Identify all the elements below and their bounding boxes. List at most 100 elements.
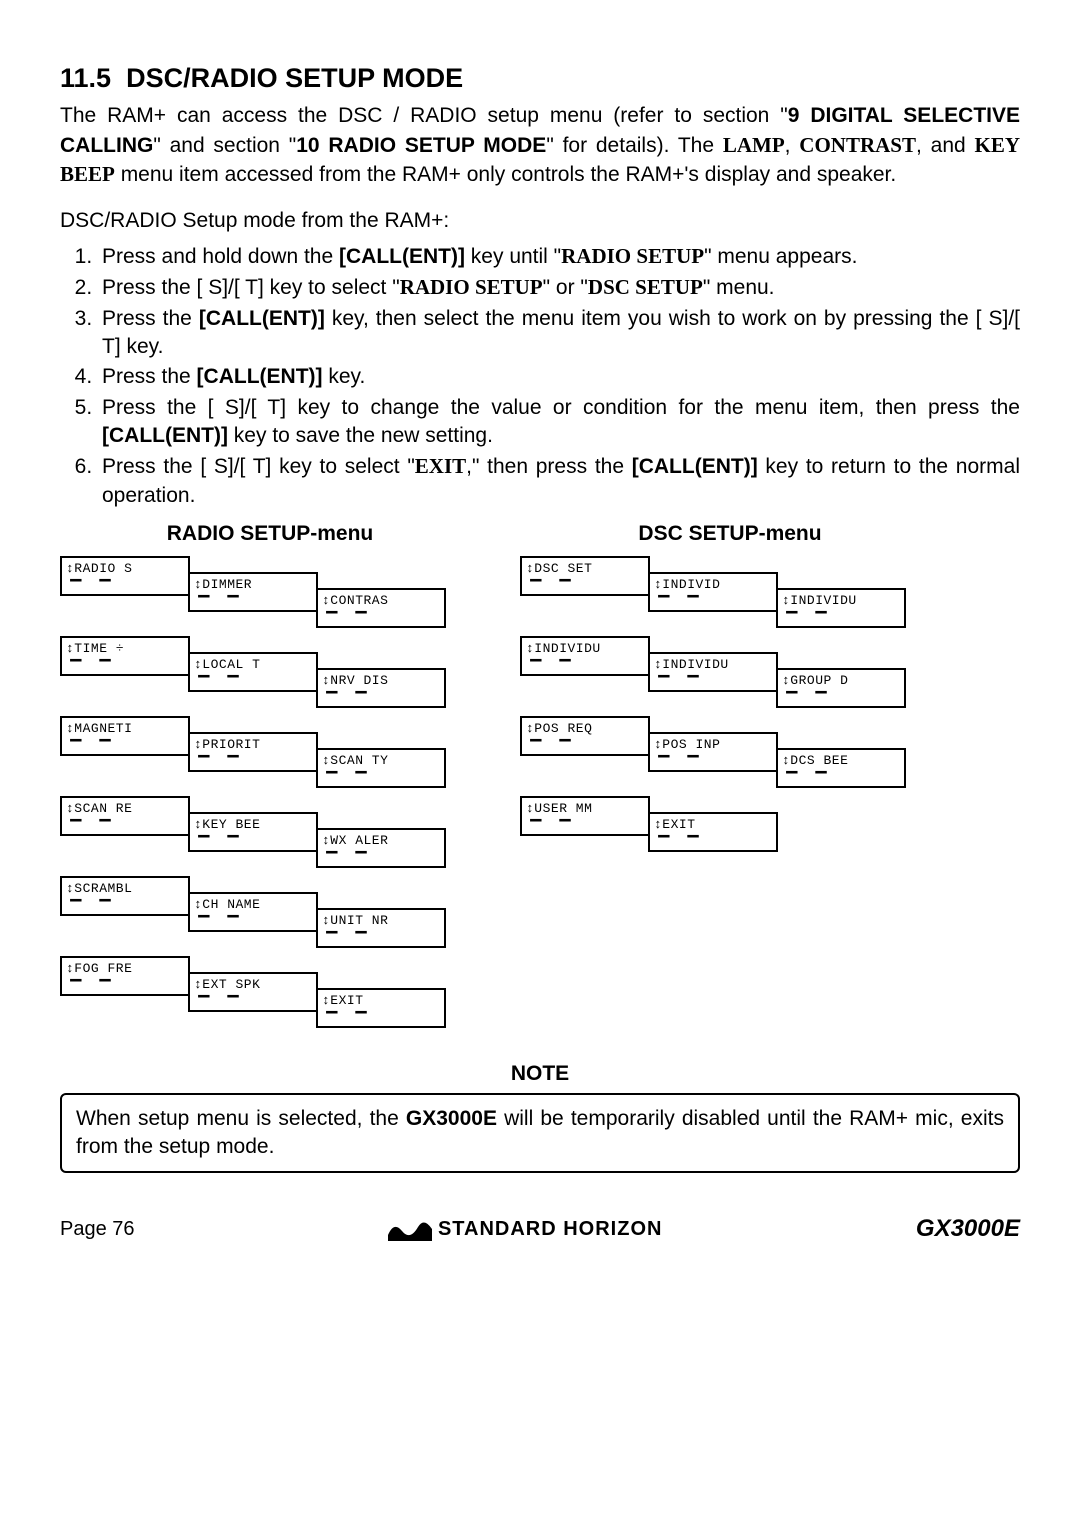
- text: " or ": [543, 276, 588, 299]
- text: Press and hold down the: [102, 245, 339, 268]
- lcd-glyphs: – –: [784, 755, 828, 790]
- lcd-screen: ↕EXIT– –: [316, 988, 446, 1028]
- lcd-glyphs: – –: [68, 643, 112, 678]
- lcd-glyphs: – –: [324, 595, 368, 630]
- note-box: When setup menu is selected, the GX3000E…: [60, 1093, 1020, 1174]
- brand-logo: STANDARD HORIZON: [388, 1216, 663, 1243]
- text: menu item accessed from the RAM+ only co…: [115, 163, 896, 186]
- lcd-screen: ↕MAGNETI– –: [60, 716, 190, 756]
- dsc-screens: ↕DSC SET– –↕INDIVID– –↕INDIVIDU– –↕INDIV…: [520, 552, 940, 846]
- lcd-glyphs: – –: [68, 963, 112, 998]
- text: key to save the new setting.: [228, 424, 493, 447]
- lcd-glyphs: – –: [68, 723, 112, 758]
- lcd-screen: ↕SCAN TY– –: [316, 748, 446, 788]
- key: [CALL(ENT)]: [199, 307, 325, 330]
- lcd-screen: ↕KEY BEE– –: [188, 812, 318, 852]
- intro-paragraph: The RAM+ can access the DSC / RADIO setu…: [60, 102, 1020, 189]
- radio-menu-title: RADIO SETUP-menu: [60, 520, 480, 548]
- lcd-glyphs: – –: [196, 819, 240, 854]
- step-3: Press the [CALL(ENT)] key, then select t…: [98, 305, 1020, 362]
- step-6: Press the [ S]/[ T] key to select "EXIT,…: [98, 452, 1020, 510]
- lcd-glyphs: – –: [68, 883, 112, 918]
- lcd-glyphs: – –: [196, 739, 240, 774]
- text: , and: [916, 134, 974, 157]
- text: Press the [ S]/[ T] key to select ": [102, 455, 415, 478]
- step-4: Press the [CALL(ENT)] key.: [98, 363, 1020, 391]
- menu-diagrams: RADIO SETUP-menu ↕RADIO S– –↕DIMMER– –↕C…: [60, 520, 1020, 1036]
- lcd-glyphs: – –: [196, 579, 240, 614]
- lcd-screen: ↕GROUP D– –: [776, 668, 906, 708]
- ref-section-10: 10 RADIO SETUP MODE: [296, 134, 546, 157]
- key: [CALL(ENT)]: [102, 424, 228, 447]
- section-title: 11.5 DSC/RADIO SETUP MODE: [60, 60, 1020, 96]
- model-name: GX3000E: [406, 1107, 497, 1130]
- lcd-glyphs: – –: [528, 723, 572, 758]
- lcd-screen: ↕USER MM– –: [520, 796, 650, 836]
- text: " menu.: [703, 276, 775, 299]
- lcd-screen: ↕SCRAMBL– –: [60, 876, 190, 916]
- step-1: Press and hold down the [CALL(ENT)] key …: [98, 242, 1020, 271]
- lcd-screen: ↕POS INP– –: [648, 732, 778, 772]
- note-title: NOTE: [60, 1060, 1020, 1088]
- menu-name: EXIT: [415, 454, 466, 478]
- lcd-screen: ↕DIMMER– –: [188, 572, 318, 612]
- key: [CALL(ENT)]: [197, 365, 323, 388]
- lcd-glyphs: – –: [324, 755, 368, 790]
- section-title-text: DSC/RADIO SETUP MODE: [126, 63, 463, 93]
- text: " menu appears.: [704, 245, 857, 268]
- lcd-screen: ↕LOCAL T– –: [188, 652, 318, 692]
- menu-name: RADIO SETUP: [400, 275, 543, 299]
- text: key until ": [465, 245, 561, 268]
- text: Press the [ S]/[ T] key to change the va…: [102, 396, 1020, 419]
- radio-setup-column: RADIO SETUP-menu ↕RADIO S– –↕DIMMER– –↕C…: [60, 520, 480, 1036]
- step-2: Press the [ S]/[ T] key to select "RADIO…: [98, 273, 1020, 302]
- key: [CALL(ENT)]: [632, 455, 758, 478]
- lcd-glyphs: – –: [324, 915, 368, 950]
- subhead: DSC/RADIO Setup mode from the RAM+:: [60, 207, 1020, 235]
- lcd-screen: ↕NRV DIS– –: [316, 668, 446, 708]
- text: The RAM+ can access the DSC / RADIO setu…: [60, 104, 788, 127]
- lcd-screen: ↕EXIT– –: [648, 812, 778, 852]
- lcd-screen: ↕FOG FRE– –: [60, 956, 190, 996]
- lcd-glyphs: – –: [68, 563, 112, 598]
- lcd-screen: ↕DSC SET– –: [520, 556, 650, 596]
- lcd-glyphs: – –: [68, 803, 112, 838]
- lcd-glyphs: – –: [656, 739, 700, 774]
- text: Press the [ S]/[ T] key to select ": [102, 276, 400, 299]
- brand-text: STANDARD HORIZON: [438, 1216, 663, 1243]
- lcd-screen: ↕CONTRAS– –: [316, 588, 446, 628]
- lcd-screen: ↕EXT SPK– –: [188, 972, 318, 1012]
- lcd-glyphs: – –: [656, 579, 700, 614]
- text: Press the: [102, 307, 199, 330]
- lcd-screen: ↕POS REQ– –: [520, 716, 650, 756]
- lcd-screen: ↕CH NAME– –: [188, 892, 318, 932]
- lcd-glyphs: – –: [324, 835, 368, 870]
- lcd-screen: ↕RADIO S– –: [60, 556, 190, 596]
- wave-icon: [388, 1217, 432, 1241]
- lcd-screen: ↕UNIT NR– –: [316, 908, 446, 948]
- radio-screens: ↕RADIO S– –↕DIMMER– –↕CONTRAS– –↕TIME ÷–…: [60, 552, 480, 1022]
- page-number: Page 76: [60, 1216, 135, 1243]
- footer-model: GX3000E: [916, 1213, 1020, 1245]
- dsc-setup-column: DSC SETUP-menu ↕DSC SET– –↕INDIVID– –↕IN…: [520, 520, 940, 1036]
- text: key.: [323, 365, 366, 388]
- lcd-glyphs: – –: [528, 643, 572, 678]
- lcd-screen: ↕INDIVIDU– –: [648, 652, 778, 692]
- lcd-glyphs: – –: [528, 563, 572, 598]
- lcd-glyphs: – –: [784, 675, 828, 710]
- lcd-glyphs: – –: [528, 803, 572, 838]
- lcd-screen: ↕INDIVIDU– –: [776, 588, 906, 628]
- lcd-glyphs: – –: [656, 659, 700, 694]
- text: Press the: [102, 365, 197, 388]
- text: ,: [785, 134, 800, 157]
- lcd-glyphs: – –: [324, 675, 368, 710]
- menu-name: RADIO SETUP: [561, 244, 704, 268]
- lamp-label: LAMP: [723, 133, 785, 157]
- step-5: Press the [ S]/[ T] key to change the va…: [98, 394, 1020, 451]
- key: [CALL(ENT)]: [339, 245, 465, 268]
- lcd-glyphs: – –: [656, 819, 700, 854]
- dsc-menu-title: DSC SETUP-menu: [520, 520, 940, 548]
- text: ," then press the: [466, 455, 632, 478]
- lcd-screen: ↕WX ALER– –: [316, 828, 446, 868]
- lcd-screen: ↕DCS BEE– –: [776, 748, 906, 788]
